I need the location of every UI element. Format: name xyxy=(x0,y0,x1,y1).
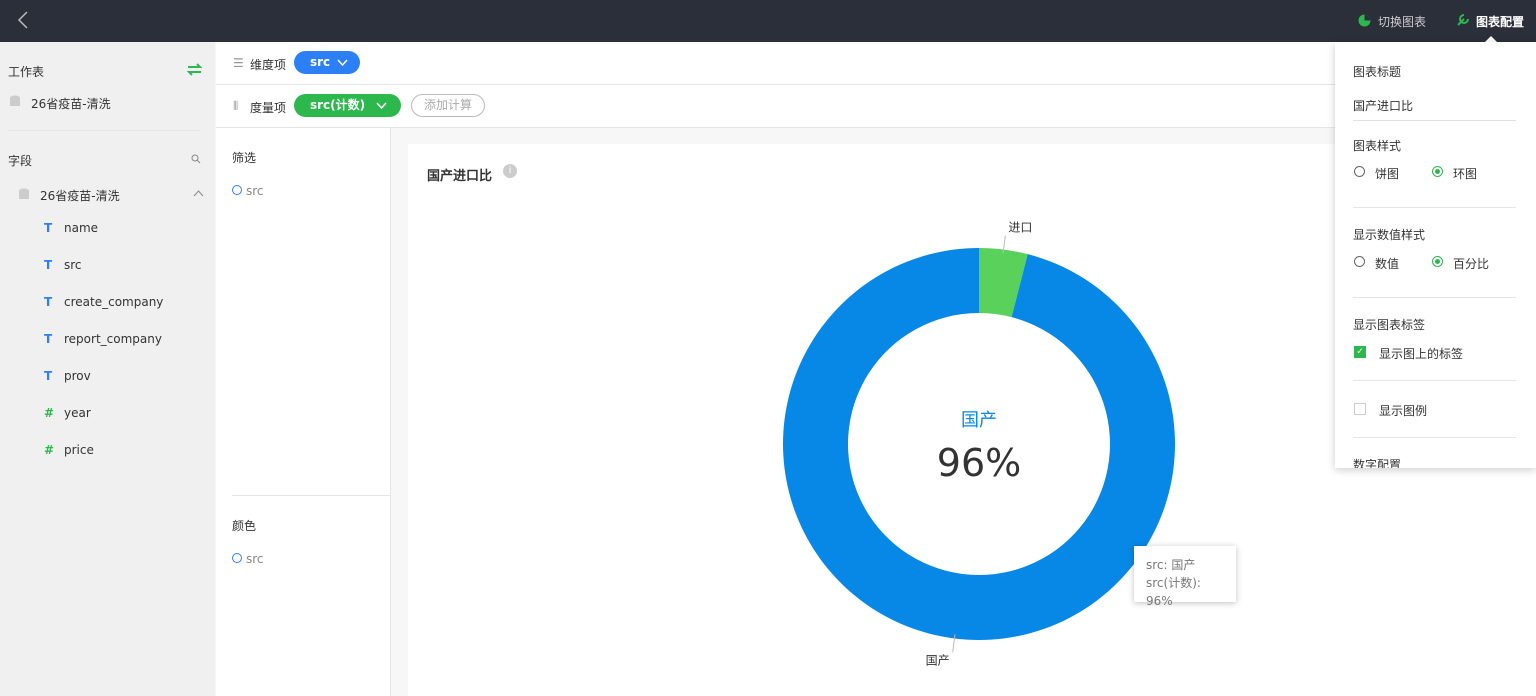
filter-title: 筛选 xyxy=(232,151,257,165)
checkbox-checked[interactable]: ✓ xyxy=(1354,346,1366,358)
filter-field[interactable]: src xyxy=(232,184,264,198)
collapse-icon[interactable] xyxy=(193,190,204,197)
field-type-icon: # xyxy=(44,443,55,457)
field-name[interactable]: year xyxy=(64,406,91,420)
slice-label: 进口 xyxy=(1008,221,1032,235)
field-type-icon: T xyxy=(44,221,53,235)
back-button[interactable] xyxy=(16,10,30,30)
fields-title: 字段 xyxy=(8,154,33,168)
tooltip-line: src: 国产 xyxy=(1146,558,1196,572)
field-type-icon: # xyxy=(44,406,55,420)
measure-shelf: ⦀ 度量项 src(计数) 添加计算 xyxy=(216,85,1536,128)
field-name[interactable]: create_company xyxy=(64,295,164,309)
field-dot xyxy=(232,185,242,195)
field-name[interactable]: price xyxy=(64,443,94,457)
bar-icon: ⦀ xyxy=(233,99,239,113)
tooltip-line: src(计数): 96% xyxy=(1146,576,1201,608)
divider xyxy=(8,130,201,131)
field-name[interactable]: src xyxy=(64,258,82,272)
radio[interactable] xyxy=(1354,166,1365,177)
divider xyxy=(1353,437,1516,438)
measure-pill[interactable]: src(计数) xyxy=(294,94,402,117)
pie-icon xyxy=(1358,14,1371,27)
show-legend[interactable]: 显示图例 xyxy=(1379,404,1428,418)
slice-label: 国产 xyxy=(926,653,950,667)
value-style-option[interactable]: 百分比 xyxy=(1453,257,1490,271)
db-icon xyxy=(10,95,20,106)
dimension: src xyxy=(310,55,331,69)
style-option[interactable]: 饼图 xyxy=(1375,167,1400,181)
top-bar: 切换图表 图表配置 xyxy=(0,0,1536,42)
value-style-option[interactable]: 数值 xyxy=(1375,257,1400,271)
tooltip: src: 国产 src(计数): 96% xyxy=(1134,546,1236,608)
title-input[interactable]: 国产进口比 xyxy=(1353,97,1516,121)
db-icon xyxy=(19,188,29,199)
field-type-icon: T xyxy=(44,258,53,272)
worksheet[interactable]: 26省疫苗-清洗 xyxy=(31,97,111,111)
chevron xyxy=(376,102,387,109)
switch-icon[interactable] xyxy=(187,63,202,76)
checkbox[interactable] xyxy=(1354,403,1366,415)
divider xyxy=(1353,207,1516,208)
leader-line xyxy=(1002,235,1006,254)
style-label: 图表样式 xyxy=(1353,139,1402,153)
divider xyxy=(232,495,391,496)
color-field[interactable]: src xyxy=(232,552,264,566)
chevron xyxy=(337,59,348,66)
radio[interactable] xyxy=(1354,256,1365,267)
color-field-name: src xyxy=(246,552,264,566)
wrench-icon xyxy=(1457,14,1469,26)
info-icon[interactable]: i xyxy=(503,164,517,178)
dimension-shelf: ☰ 维度项 src xyxy=(216,42,1536,85)
field-name[interactable]: prov xyxy=(64,369,91,383)
field-type-icon: T xyxy=(44,332,53,346)
field-name[interactable]: report_company xyxy=(64,332,162,346)
radio[interactable] xyxy=(1432,256,1443,267)
value-style-label: 显示数值样式 xyxy=(1353,228,1426,242)
filter-panel: 筛选 src 颜色 src xyxy=(216,128,391,696)
color-title: 颜色 xyxy=(232,519,257,533)
add-calc[interactable]: 添加计算 xyxy=(411,94,486,117)
radio[interactable] xyxy=(1432,166,1443,177)
title-label: 图表标题 xyxy=(1353,65,1402,79)
search-icon[interactable] xyxy=(191,154,201,164)
chart-title: 国产进口比 xyxy=(427,169,493,184)
measure-label: 度量项 xyxy=(250,101,287,115)
number-config: 数字配置 xyxy=(1353,458,1402,468)
field-type-icon: T xyxy=(44,295,53,309)
show-labels[interactable]: 显示图上的标签 xyxy=(1379,347,1464,361)
caret xyxy=(1485,36,1497,42)
filter-field-name: src xyxy=(246,184,264,198)
measure: src(计数) xyxy=(310,98,366,112)
list-icon: ☰ xyxy=(233,56,244,70)
center-category: 国产 xyxy=(961,410,997,431)
divider xyxy=(1353,297,1516,298)
worksheet-title: 工作表 xyxy=(8,65,45,79)
config-panel: 图表标题 国产进口比 图表样式 饼图 环图 显示数值样式 数值 百分比 显示图表… xyxy=(1335,42,1536,468)
dataset[interactable]: 26省疫苗-清洗 xyxy=(40,189,120,203)
field-dot xyxy=(232,553,242,563)
field-type-icon: T xyxy=(44,369,53,383)
divider xyxy=(1353,380,1516,381)
chart-config[interactable]: 图表配置 xyxy=(1476,15,1525,29)
switch-chart[interactable]: 切换图表 xyxy=(1378,15,1427,29)
leader-line xyxy=(952,634,956,653)
donut-segment xyxy=(782,248,1175,640)
center-value: 96% xyxy=(937,441,1021,485)
dimension-label: 维度项 xyxy=(250,58,287,72)
donut-segment xyxy=(979,248,1028,318)
labels-label: 显示图表标签 xyxy=(1353,318,1426,332)
style-option[interactable]: 环图 xyxy=(1453,167,1478,181)
field-name[interactable]: name xyxy=(64,221,99,235)
dimension-pill[interactable]: src xyxy=(294,51,361,74)
